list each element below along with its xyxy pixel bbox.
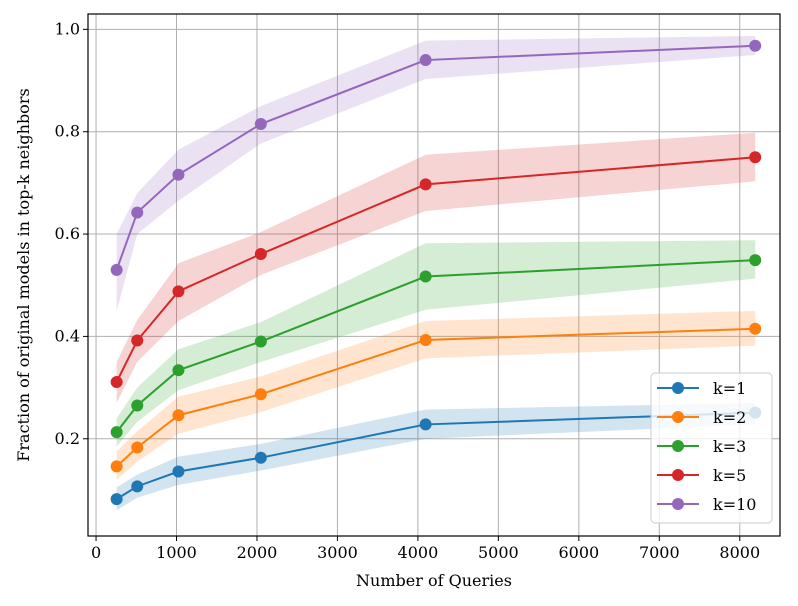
- point-k1: [172, 465, 185, 478]
- y-axis-label: Fraction of original models in top-k nei…: [14, 88, 33, 461]
- x-tick-label: 8000: [719, 543, 760, 562]
- band-k5: [116, 132, 756, 403]
- legend-label-k10: k=10: [713, 495, 756, 514]
- point-k1: [110, 493, 123, 506]
- point-k2: [110, 460, 123, 473]
- point-k1: [254, 451, 267, 464]
- line-k10: [115, 44, 756, 271]
- legend-label-k3: k=3: [713, 437, 746, 456]
- point-k3: [419, 270, 432, 283]
- point-k5: [254, 248, 267, 261]
- point-k2: [172, 409, 185, 422]
- point-k3: [254, 335, 267, 348]
- point-k5: [749, 151, 762, 164]
- legend-label-k5: k=5: [713, 466, 746, 485]
- band-k1: [116, 402, 756, 511]
- legend-marker-k1: [672, 382, 684, 394]
- legend-marker-k5: [672, 469, 684, 481]
- x-tick-label: 0: [91, 543, 101, 562]
- confidence-bands: [116, 36, 756, 511]
- point-k2: [419, 333, 432, 346]
- band-k3: [116, 240, 756, 447]
- point-k5: [131, 334, 144, 347]
- point-k2: [254, 388, 267, 401]
- y-tick-label: 0.4: [55, 326, 80, 345]
- x-tick-label: 1000: [156, 543, 197, 562]
- line-k5: [115, 156, 756, 383]
- point-k10: [254, 118, 267, 131]
- legend-marker-k3: [672, 440, 684, 452]
- point-k10: [131, 206, 144, 219]
- x-tick-label: 6000: [558, 543, 599, 562]
- point-k10: [110, 263, 123, 276]
- band-k10: [116, 36, 756, 311]
- x-tick-label: 2000: [237, 543, 278, 562]
- point-k10: [419, 54, 432, 67]
- point-k2: [749, 322, 762, 335]
- point-k3: [110, 426, 123, 439]
- y-tick-label: 0.8: [55, 122, 80, 141]
- legend-marker-k2: [672, 411, 684, 423]
- x-axis-label: Number of Queries: [356, 571, 512, 590]
- point-k1: [419, 418, 432, 431]
- point-k5: [172, 285, 185, 298]
- x-tick-label: 4000: [398, 543, 439, 562]
- point-k10: [749, 39, 762, 52]
- y-tick-label: 0.2: [55, 429, 80, 448]
- y-axis-ticks: 0.2 0.4 0.6 0.8 1.0: [55, 19, 88, 448]
- legend-marker-k10: [672, 498, 684, 510]
- x-tick-label: 5000: [478, 543, 519, 562]
- x-axis-ticks: 0 1000 2000 3000 4000 5000 6000 7000 8000: [91, 536, 760, 562]
- point-k10: [172, 168, 185, 181]
- x-tick-label: 7000: [639, 543, 680, 562]
- legend-box: [650, 372, 773, 524]
- x-tick-label: 3000: [317, 543, 358, 562]
- y-tick-label: 0.6: [55, 224, 80, 243]
- point-k3: [172, 364, 185, 377]
- point-k2: [131, 441, 144, 454]
- point-k5: [419, 178, 432, 191]
- legend-label-k1: k=1: [713, 379, 746, 398]
- legend: k=1 k=2 k=3 k=5 k=10: [650, 372, 773, 524]
- point-k5: [110, 375, 123, 388]
- plot-frame: [87, 13, 781, 537]
- band-k2: [116, 310, 756, 480]
- y-tick-label: 1.0: [55, 19, 80, 38]
- point-k3: [131, 399, 144, 412]
- point-k1: [131, 480, 144, 493]
- legend-label-k2: k=2: [713, 408, 746, 427]
- point-k3: [749, 254, 762, 267]
